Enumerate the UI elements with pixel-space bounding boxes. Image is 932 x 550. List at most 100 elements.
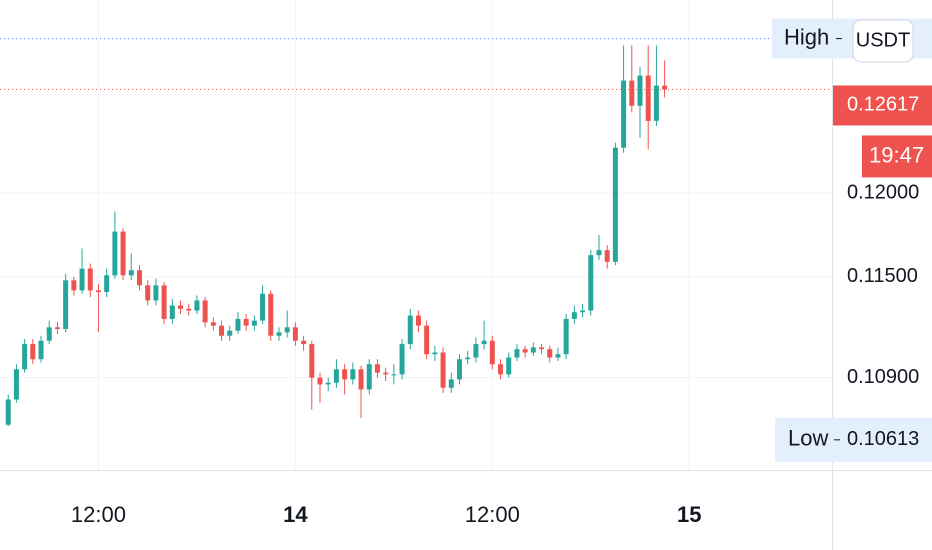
candle-body	[153, 285, 159, 301]
candle-body	[432, 352, 438, 355]
candle-body	[87, 268, 93, 291]
candle-body	[580, 310, 586, 313]
candle-body	[391, 374, 397, 376]
candle-body	[136, 270, 142, 286]
candle-body	[358, 369, 364, 390]
candle-body	[604, 250, 610, 262]
candle-body	[612, 147, 618, 262]
currency-button[interactable]	[852, 19, 914, 63]
low-marker-box	[775, 417, 932, 462]
candle-body	[498, 364, 504, 375]
x-tick-label: 12:00	[71, 502, 126, 527]
candle-body	[637, 75, 643, 106]
price-box	[833, 85, 932, 126]
candle-body	[194, 300, 200, 311]
label-layer: 12:00 14 12:00 15 0.10900 0.11500 0.12000 High L…	[71, 18, 932, 527]
candle-body	[210, 322, 216, 326]
candle-body	[235, 318, 241, 331]
candle-body	[350, 369, 356, 380]
candle-body	[260, 293, 266, 321]
candle-body	[522, 349, 528, 353]
candle-layer	[5, 45, 668, 427]
candle-body	[662, 85, 668, 90]
candle-body	[481, 340, 487, 345]
candle-body	[448, 379, 454, 388]
candle-body	[276, 332, 282, 336]
y-tick-label: 0.12000	[847, 181, 919, 203]
candle-body	[145, 285, 151, 301]
candle-body	[456, 359, 462, 380]
currency-label[interactable]: USDT	[856, 29, 910, 51]
candle-body	[38, 340, 44, 360]
candle-body	[292, 327, 298, 341]
candle-body	[415, 315, 421, 326]
candle-body	[243, 318, 249, 326]
candle-body	[547, 349, 553, 358]
high-marker-label: High	[784, 24, 829, 49]
candle-body	[506, 357, 512, 375]
candle-body	[22, 344, 28, 370]
candle-body	[563, 318, 569, 355]
candle-body	[186, 308, 192, 311]
candle-body	[325, 382, 331, 385]
candle-body	[596, 250, 602, 256]
candle-body	[161, 285, 167, 319]
candle-body	[128, 270, 134, 276]
candle-body	[104, 275, 110, 293]
candle-body	[342, 369, 348, 380]
candle-body	[202, 300, 208, 323]
candle-body	[268, 293, 274, 336]
candle-body	[54, 327, 60, 329]
candle-body	[629, 80, 635, 106]
candle-body	[309, 344, 315, 378]
low-marker-label: Low	[788, 426, 828, 451]
candle-body	[169, 305, 175, 319]
candle-body	[219, 325, 225, 336]
candle-body	[399, 344, 405, 375]
candle-body	[383, 372, 389, 375]
candle-body	[333, 369, 339, 383]
candle-body	[317, 377, 323, 385]
candle-body	[112, 231, 118, 276]
candle-body	[588, 255, 594, 311]
candle-body	[465, 357, 471, 360]
price-label: 0.12617	[847, 94, 919, 116]
x-tick-label: 12:00	[465, 502, 520, 527]
candle-body	[539, 347, 545, 350]
countdown-box	[862, 135, 932, 178]
x-tick-label: 14	[283, 502, 308, 527]
candle-body	[621, 80, 627, 148]
candle-body	[424, 325, 430, 355]
candle-body	[79, 268, 85, 291]
candle-body	[571, 312, 577, 319]
x-tick-label: 15	[677, 502, 701, 527]
y-tick-label: 0.11500	[847, 265, 918, 287]
candle-body	[251, 320, 257, 326]
candle-body	[46, 327, 52, 341]
candle-body	[653, 85, 659, 121]
candle-body	[514, 349, 520, 358]
candle-body	[440, 352, 446, 388]
candle-body	[301, 340, 307, 345]
candle-body	[284, 327, 290, 333]
candle-body	[63, 280, 69, 329]
candle-body	[95, 290, 101, 293]
candle-body	[13, 369, 19, 400]
candle-body	[530, 347, 536, 353]
candle-body	[645, 75, 651, 121]
candle-body	[489, 340, 495, 365]
countdown-label: 19:47	[869, 142, 924, 167]
low-marker-value: 0.10613	[847, 428, 919, 450]
y-tick-label: 0.10900	[847, 366, 919, 388]
candle-body	[227, 330, 233, 336]
candle-body	[366, 364, 372, 390]
candle-body	[5, 399, 11, 425]
candle-body	[178, 305, 184, 309]
candle-body	[407, 315, 413, 345]
candle-body	[555, 354, 561, 358]
candle-body	[374, 364, 380, 373]
candle-body	[30, 344, 36, 360]
candle-body	[71, 280, 77, 291]
candle-body	[120, 231, 126, 276]
